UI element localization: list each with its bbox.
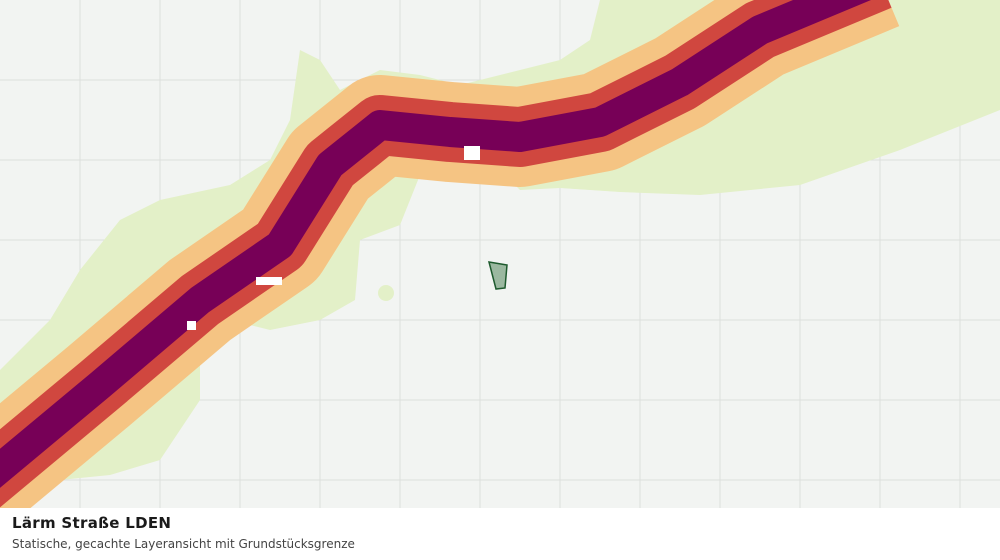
data-gaps [187, 146, 480, 330]
gap [187, 321, 196, 330]
layer-subtitle: Statische, gecachte Layeransicht mit Gru… [12, 537, 355, 551]
noise-area [0, 0, 1000, 508]
noise-area [378, 285, 394, 301]
noise-zone-very-high [0, 0, 871, 488]
noise-bands [0, 0, 900, 508]
noise-zone-low [0, 0, 1000, 508]
map-view [0, 0, 1000, 508]
gap [256, 277, 282, 285]
parcel-boundary [487, 261, 508, 290]
caption: Lärm Straße LDEN Statische, gecachte Lay… [0, 508, 1000, 560]
gap [464, 146, 480, 160]
layer-title: Lärm Straße LDEN [12, 514, 172, 532]
